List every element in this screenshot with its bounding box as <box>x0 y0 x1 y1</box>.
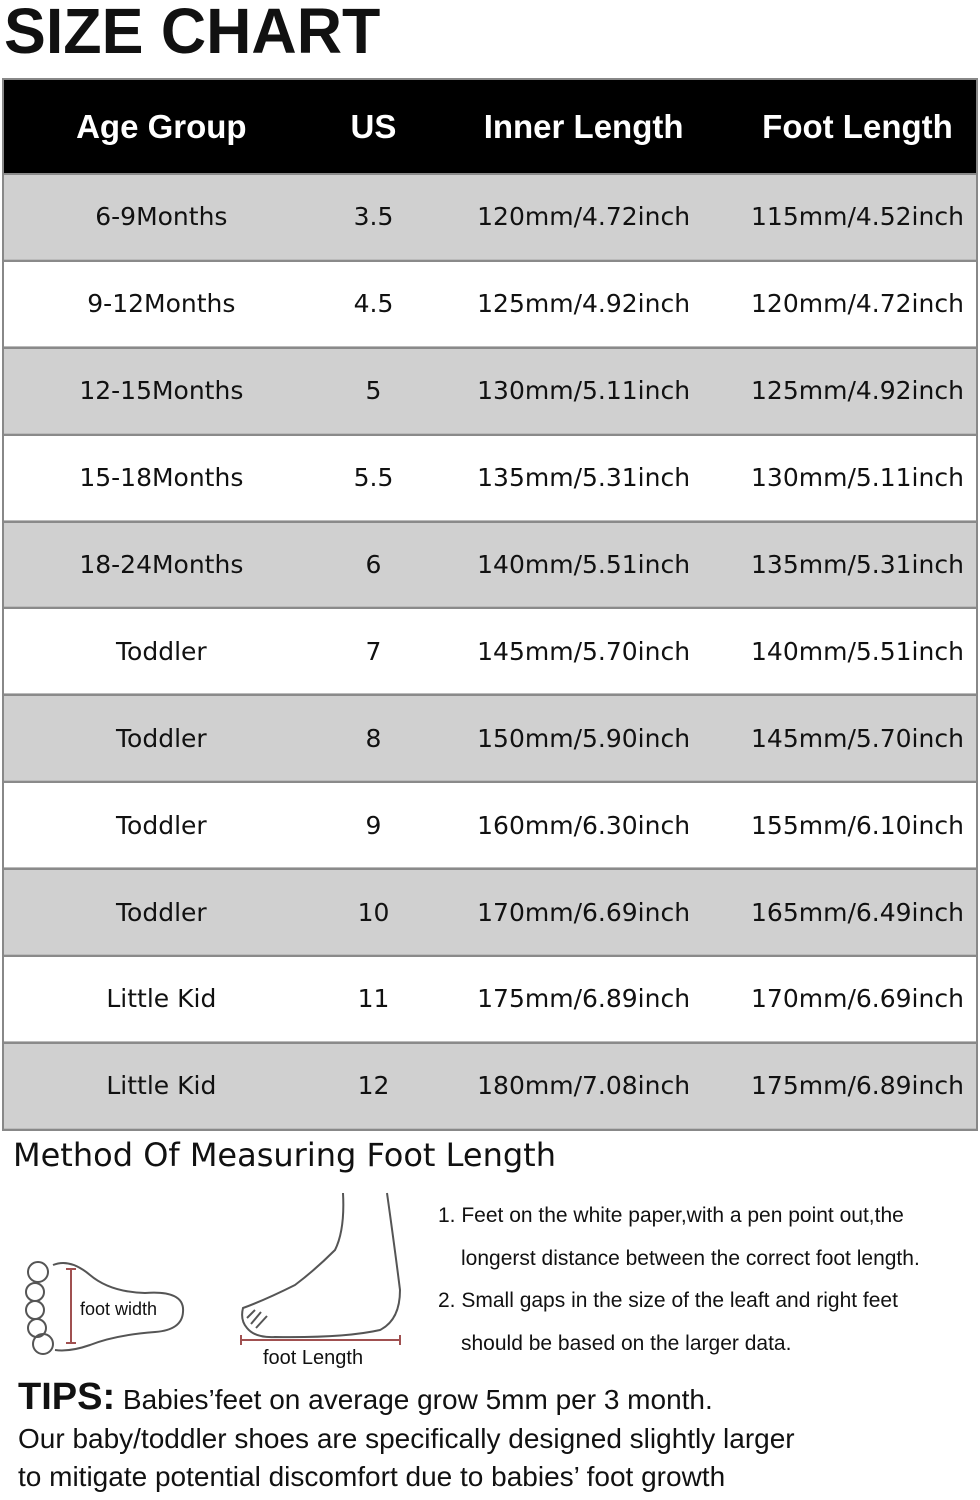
cell-inner-length: 160mm/6.30inch <box>477 810 691 840</box>
table-row: Toddler 10 170mm/6.69inch 165mm/6.49inch <box>4 868 976 956</box>
cell-us-size: 5 <box>365 376 382 406</box>
tips-line-2: Our baby/toddler shoes are specifically … <box>18 1422 795 1454</box>
cell-foot-length: 155mm/6.10inch <box>751 810 964 840</box>
cell-us-size: 7 <box>365 636 382 666</box>
cell-inner-length: 135mm/5.31inch <box>477 463 691 493</box>
cell-us-size: 9 <box>365 810 382 840</box>
cell-us-size: 12 <box>357 1071 390 1101</box>
table-row: Little Kid 12 180mm/7.08inch 175mm/6.89inch <box>4 1041 976 1129</box>
cell-foot-length: 120mm/4.72inch <box>751 289 964 319</box>
tips-label: TIPS: <box>18 1376 116 1418</box>
page-title: SIZE CHART <box>4 0 381 67</box>
cell-foot-length: 135mm/5.31inch <box>751 550 964 579</box>
tips: TIPS: Babies’feet on average grow 5mm pe… <box>18 1378 795 1497</box>
foot-width-icon <box>25 1261 185 1355</box>
cell-us-size: 10 <box>357 897 390 927</box>
table-row: 6-9Months 3.5 120mm/4.72inch 115mm/4.52inch <box>4 173 976 260</box>
cell-foot-length: 125mm/4.92inch <box>751 376 964 406</box>
cell-age-group: Toddler <box>116 723 207 753</box>
cell-us-size: 4.5 <box>353 289 394 319</box>
cell-us-size: 6 <box>365 550 382 579</box>
table-row: Toddler 7 145mm/5.70inch 140mm/5.51inch <box>4 607 976 695</box>
cell-inner-length: 180mm/7.08inch <box>477 1071 691 1101</box>
tips-line-3: to mitigate potential discomfort due to … <box>18 1461 726 1492</box>
cell-age-group: 18-24Months <box>79 550 244 579</box>
cell-inner-length: 125mm/4.92inch <box>477 289 691 319</box>
cell-foot-length: 140mm/5.51inch <box>751 636 964 666</box>
table-row: 18-24Months 6 140mm/5.51inch 135mm/5.31inch <box>4 520 976 608</box>
cell-foot-length: 130mm/5.11inch <box>751 463 964 493</box>
header-foot-length: Foot Length <box>762 107 953 145</box>
cell-age-group: 9-12Months <box>87 289 236 319</box>
foot-length-label: foot Length <box>263 1347 363 1369</box>
cell-age-group: Toddler <box>116 636 207 666</box>
table-row: 12-15Months 5 130mm/5.11inch 125mm/4.92inch <box>4 346 976 434</box>
table-row: 15-18Months 5.5 135mm/5.31inch 130mm/5.11in… <box>4 433 976 521</box>
header-age-group: Age Group <box>76 107 247 145</box>
cell-foot-length: 165mm/6.49inch <box>751 897 964 927</box>
cell-foot-length: 170mm/6.69inch <box>751 984 964 1014</box>
step-2: 2. Small gaps in the size of the leaft a… <box>438 1289 898 1312</box>
cell-inner-length: 150mm/5.90inch <box>477 723 691 753</box>
method-title: Method Of Measuring Foot Length <box>13 1136 556 1174</box>
cell-age-group: 6-9Months <box>95 202 228 232</box>
cell-age-group: 12-15Months <box>79 376 244 406</box>
cell-inner-length: 175mm/6.89inch <box>477 984 691 1014</box>
cell-age-group: Little Kid <box>106 984 217 1014</box>
step-2-cont: should be based on the larger data. <box>461 1331 792 1355</box>
cell-foot-length: 115mm/4.52inch <box>751 202 964 232</box>
step-1: 1. Feet on the white paper,with a pen po… <box>438 1204 904 1227</box>
foot-width-label: foot width <box>80 1299 157 1319</box>
cell-foot-length: 175mm/6.89inch <box>751 1071 964 1101</box>
cell-inner-length: 140mm/5.51inch <box>477 550 691 579</box>
cell-age-group: 15-18Months <box>79 463 244 493</box>
header-inner-length: Inner Length <box>483 107 684 145</box>
table-row: 9-12Months 4.5 125mm/4.92inch 120mm/4.72inc… <box>4 259 976 347</box>
cell-inner-length: 145mm/5.70inch <box>477 636 691 666</box>
cell-foot-length: 145mm/5.70inch <box>751 723 964 753</box>
cell-us-size: 5.5 <box>353 463 394 493</box>
tips-line-1: Babies’feet on average grow 5mm per 3 mo… <box>122 1384 713 1415</box>
cell-age-group: Little Kid <box>106 1071 217 1101</box>
table-row: Toddler 8 150mm/5.90inch 145mm/5.70inch <box>4 694 976 782</box>
cell-age-group: Toddler <box>116 810 207 840</box>
cell-inner-length: 130mm/5.11inch <box>477 376 691 406</box>
table-row: Toddler 9 160mm/6.30inch 155mm/6.10inch <box>4 781 976 869</box>
cell-inner-length: 170mm/6.69inch <box>477 897 691 927</box>
table-header: Age Group US Inner Length Foot Length <box>4 80 976 173</box>
cell-us-size: 3.5 <box>353 202 394 232</box>
measuring-steps: 1. Feet on the white paper,with a pen po… <box>438 1195 920 1365</box>
header-us: US <box>350 107 397 145</box>
cell-inner-length: 120mm/4.72inch <box>477 202 691 232</box>
foot-illustration: foot width foot Length <box>25 1192 402 1369</box>
size-table: Age Group US Inner Length Foot Length 6-… <box>2 78 978 1131</box>
cell-age-group: Toddler <box>116 897 207 927</box>
step-1-cont: longerst distance between the correct fo… <box>461 1246 920 1270</box>
foot-side-icon <box>241 1192 402 1339</box>
cell-us-size: 8 <box>365 723 382 753</box>
table-row: Little Kid 11 175mm/6.89inch 170mm/6.69inch <box>4 955 976 1042</box>
cell-us-size: 11 <box>357 984 390 1014</box>
